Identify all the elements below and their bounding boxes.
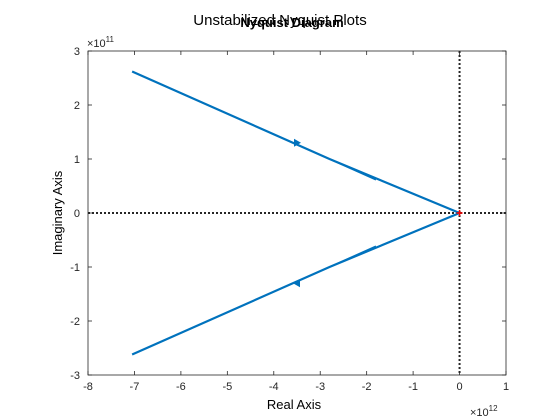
x-tick-label: -8 bbox=[83, 381, 93, 393]
x-tick-label: -4 bbox=[269, 381, 279, 393]
y-tick-label: -3 bbox=[70, 370, 80, 382]
x-axis-ticks: -8 -7 -6 -5 -4 -3 -2 -1 0 1 bbox=[83, 51, 509, 393]
series-group bbox=[131, 70, 460, 356]
direction-arrow-icon bbox=[293, 279, 300, 288]
y-multiplier-base: ×10 bbox=[87, 38, 106, 50]
y-axis-multiplier: ×1011 bbox=[87, 35, 115, 50]
x-axis-multiplier: ×1012 bbox=[470, 404, 498, 419]
x-tick-label: 1 bbox=[503, 381, 509, 393]
y-tick-label: -1 bbox=[70, 262, 80, 274]
x-tick-label: -1 bbox=[408, 381, 418, 393]
y-tick-label: 1 bbox=[74, 154, 80, 166]
nyquist-branch-overlap bbox=[329, 158, 377, 181]
x-tick-label: -7 bbox=[130, 381, 140, 393]
markers-group bbox=[293, 138, 463, 288]
x-axis-label: Real Axis bbox=[267, 397, 322, 412]
direction-arrow-icon bbox=[294, 138, 301, 147]
y-tick-label: 2 bbox=[74, 100, 80, 112]
chart-subtitle: Nyquist Diagram bbox=[240, 15, 343, 30]
x-tick-label: 0 bbox=[456, 381, 462, 393]
x-multiplier-exp: 12 bbox=[489, 404, 498, 413]
nyquist-branch-overlap bbox=[329, 245, 377, 268]
x-tick-label: -3 bbox=[315, 381, 325, 393]
x-multiplier-base: ×10 bbox=[470, 407, 489, 419]
y-tick-label: -2 bbox=[70, 316, 80, 328]
x-tick-label: -2 bbox=[362, 381, 372, 393]
x-tick-label: -6 bbox=[176, 381, 186, 393]
chart-title: Unstabilized Nyquist Plots bbox=[193, 12, 366, 29]
y-multiplier-exp: 11 bbox=[106, 35, 115, 44]
y-tick-label: 0 bbox=[74, 208, 80, 220]
critical-point-marker bbox=[456, 210, 463, 216]
y-tick-label: 3 bbox=[74, 46, 80, 58]
x-tick-label: -5 bbox=[222, 381, 232, 393]
y-axis-label: Imaginary Axis bbox=[50, 170, 65, 255]
